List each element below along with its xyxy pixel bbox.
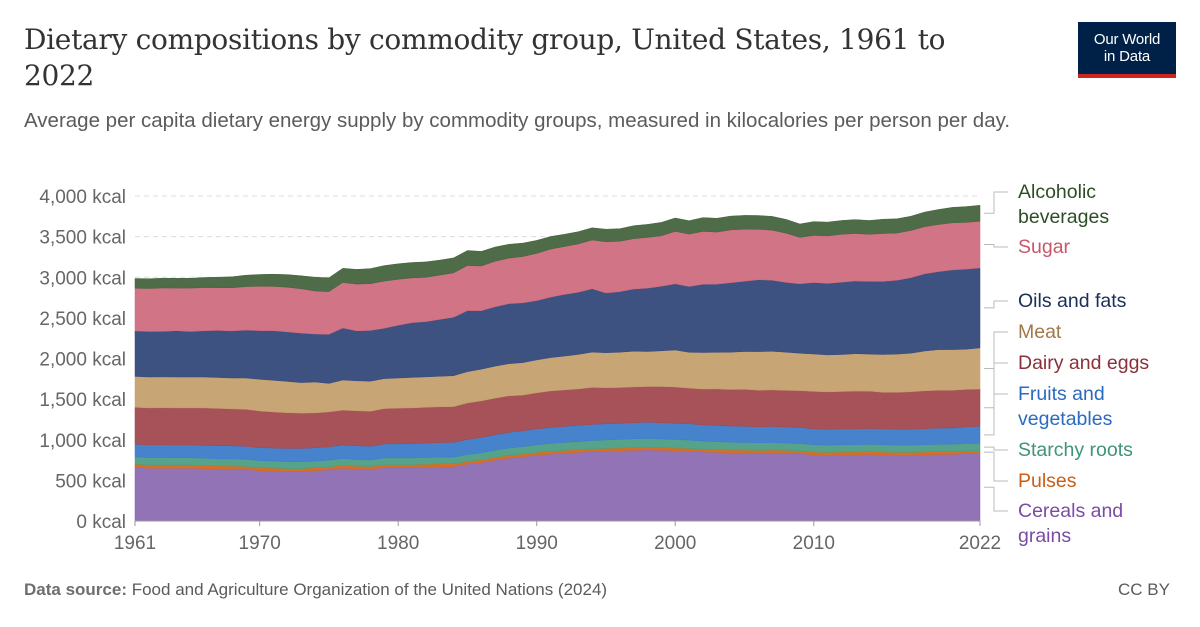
source-text[interactable]: Food and Agriculture Organization of the… <box>131 580 608 599</box>
legend-connector <box>984 451 1008 482</box>
y-tick-label: 3,000 kcal <box>39 268 126 289</box>
x-tick-label: 1961 <box>114 533 156 554</box>
x-tick-label: 2010 <box>793 533 835 554</box>
legend-connector <box>984 244 1008 248</box>
legend: Cereals and grains Pulses Starchy roots Frui… <box>984 181 1149 547</box>
x-tick-label: 1970 <box>239 533 281 554</box>
owid-logo[interactable]: Our World in Data <box>1078 22 1176 78</box>
y-tick-label: 3,500 kcal <box>39 228 126 249</box>
legend-connector <box>984 393 1008 436</box>
legend-label[interactable]: Starchy roots <box>1018 439 1133 461</box>
legend-label[interactable]: Cereals and grains <box>1018 500 1123 547</box>
x-axis: 1961 1970 1980 1990 2000 2010 2022 <box>114 520 1001 554</box>
area-series <box>134 205 981 522</box>
legend-connector <box>984 300 1008 309</box>
x-tick-label: 1990 <box>516 533 558 554</box>
legend-label[interactable]: Alcoholic beverages <box>1018 181 1109 228</box>
x-tick-label: 1980 <box>377 533 419 554</box>
logo-line-1: Our World <box>1093 31 1161 48</box>
y-tick-label: 2,000 kcal <box>39 350 126 371</box>
legend-label[interactable]: Meat <box>1018 321 1062 343</box>
y-tick-label: 0 kcal <box>76 512 126 533</box>
y-tick-label: 1,000 kcal <box>39 431 126 452</box>
legend-label[interactable]: Pulses <box>1018 470 1077 492</box>
x-tick-label: 2022 <box>959 533 1001 554</box>
source-label: Data source: <box>24 580 127 599</box>
y-tick-label: 2,500 kcal <box>39 309 126 330</box>
legend-label[interactable]: Dairy and eggs <box>1018 352 1149 374</box>
y-tick-label: 500 kcal <box>55 471 126 492</box>
legend-label[interactable]: Oils and fats <box>1018 290 1127 312</box>
source-note: Data source: Food and Agriculture Organi… <box>24 580 607 600</box>
legend-connector <box>984 331 1008 369</box>
license-link[interactable]: CC BY <box>1118 580 1170 599</box>
y-tick-label: 1,500 kcal <box>39 390 126 411</box>
legend-label[interactable]: Sugar <box>1018 236 1071 258</box>
legend-label[interactable]: Fruits and vegetables <box>1018 383 1113 430</box>
y-tick-label: 4,000 kcal <box>39 187 126 208</box>
area-alcoholic-beverages[interactable] <box>134 205 981 292</box>
y-axis-ticks: 0 kcal 500 kcal 1,000 kcal 1,500 kcal 2,000 … <box>39 187 126 533</box>
legend-connector <box>984 446 1008 451</box>
legend-connector <box>984 362 1008 409</box>
logo-line-2: in Data <box>1103 48 1151 65</box>
chart-title: Dietary compositions by commodity group,… <box>24 23 946 92</box>
chart-subtitle: Average per capita dietary energy supply… <box>24 109 1011 132</box>
legend-connector <box>984 191 1008 214</box>
legend-connector <box>984 486 1008 512</box>
x-tick-label: 2000 <box>654 533 696 554</box>
